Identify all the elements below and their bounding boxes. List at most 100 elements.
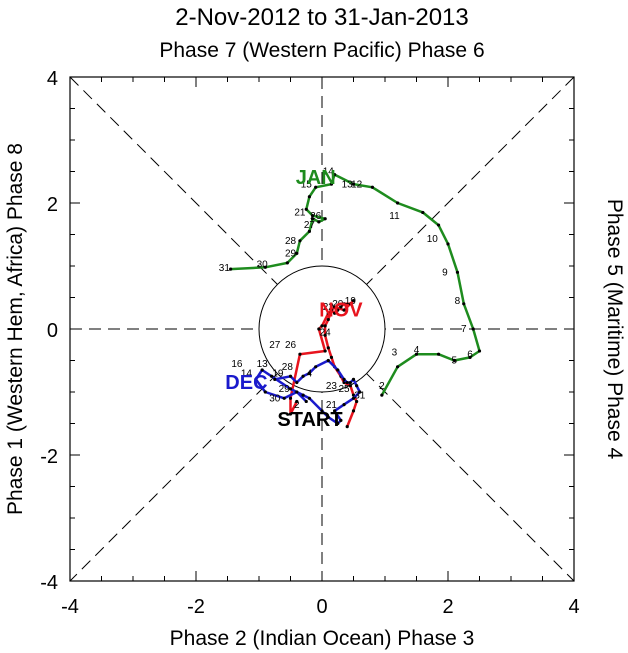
series-group bbox=[229, 173, 482, 429]
day-point-nov bbox=[298, 352, 302, 356]
day-point-jan bbox=[436, 352, 441, 356]
y-tick-label: -2 bbox=[40, 446, 58, 468]
day-point-dec bbox=[326, 415, 330, 419]
day-point-nov bbox=[323, 324, 327, 328]
day-label: 9 bbox=[442, 267, 448, 278]
day-point-nov bbox=[329, 355, 334, 359]
day-label: 14 bbox=[323, 167, 335, 178]
day-label: 4 bbox=[414, 345, 420, 356]
left-phase-label: Phase 1 (Western Hem, Africa) Phase 8 bbox=[4, 143, 27, 515]
day-label: 21 bbox=[326, 400, 338, 411]
day-label: 28 bbox=[285, 236, 297, 247]
day-point-dec bbox=[307, 371, 311, 375]
x-tick-label: 0 bbox=[316, 596, 327, 618]
day-point-jan bbox=[380, 393, 384, 397]
day-point-jan bbox=[263, 265, 267, 269]
day-label: 15 bbox=[301, 179, 313, 190]
day-label: 11 bbox=[389, 211, 400, 222]
day-point-nov bbox=[355, 399, 359, 404]
day-point-jan bbox=[477, 349, 482, 353]
day-point-jan bbox=[285, 261, 289, 265]
day-point-jan bbox=[446, 242, 450, 246]
day-point-jan bbox=[462, 302, 466, 306]
day-point-dec bbox=[314, 365, 318, 369]
day-point-jan bbox=[304, 207, 308, 211]
day-label: 2 bbox=[294, 400, 300, 411]
day-label: 27 bbox=[304, 220, 316, 231]
day-label: 3 bbox=[392, 347, 398, 358]
day-point-jan bbox=[396, 201, 400, 205]
day-point-nov bbox=[317, 327, 321, 331]
day-label: 4 bbox=[307, 368, 313, 379]
day-label: 23 bbox=[326, 381, 338, 392]
day-point-dec bbox=[345, 380, 349, 385]
chart-title: 2-Nov-2012 to 31-Jan-2013 bbox=[175, 4, 469, 31]
x-tick-label: -4 bbox=[61, 596, 79, 618]
day-point-dec bbox=[358, 390, 362, 394]
day-point-dec bbox=[339, 418, 343, 422]
day-point-dec bbox=[288, 387, 293, 391]
day-point-nov bbox=[326, 346, 330, 350]
day-point-nov bbox=[342, 308, 346, 312]
day-point-jan bbox=[329, 182, 334, 186]
day-point-dec bbox=[348, 380, 352, 385]
day-point-dec bbox=[336, 421, 340, 426]
day-label: 16 bbox=[231, 359, 243, 370]
day-point-jan bbox=[298, 239, 302, 243]
day-point-jan bbox=[307, 229, 311, 233]
day-label: 2 bbox=[379, 381, 385, 392]
day-label: 28 bbox=[282, 362, 294, 373]
month-labels: NOV DEC JAN bbox=[225, 167, 363, 394]
day-label: 31 bbox=[219, 263, 231, 274]
day-label: 21 bbox=[294, 208, 306, 219]
day-point-jan bbox=[295, 251, 299, 255]
day-point-jan bbox=[310, 217, 315, 221]
day-label: 26 bbox=[310, 211, 322, 222]
day-point-dec bbox=[336, 368, 340, 372]
x-tick-label: -2 bbox=[187, 596, 205, 618]
day-label: 12 bbox=[351, 179, 363, 190]
day-label: 24 bbox=[320, 327, 332, 338]
day-label: 26 bbox=[285, 340, 297, 351]
day-point-nov bbox=[326, 317, 330, 322]
top-phase-label: Phase 7 (Western Pacific) Phase 6 bbox=[159, 39, 484, 62]
day-point-jan bbox=[229, 267, 233, 271]
y-tick-label: 4 bbox=[47, 68, 58, 90]
day-point-dec bbox=[342, 377, 346, 381]
day-point-nov bbox=[333, 305, 337, 309]
day-label: 31 bbox=[354, 390, 366, 401]
diagonal-line-2 bbox=[69, 76, 575, 582]
day-point-dec bbox=[355, 384, 359, 388]
day-label: 29 bbox=[285, 249, 297, 260]
day-label: 5 bbox=[452, 356, 458, 367]
day-point-jan bbox=[414, 352, 419, 356]
day-point-jan bbox=[317, 220, 321, 224]
day-label: 22 bbox=[323, 302, 335, 313]
day-point-dec bbox=[288, 374, 293, 378]
day-point-nov bbox=[348, 384, 352, 388]
day-point-jan bbox=[436, 223, 441, 227]
day-point-dec bbox=[254, 377, 258, 381]
start-label: START bbox=[277, 409, 342, 431]
day-point-nov bbox=[348, 302, 352, 306]
x-tick-label: 2 bbox=[442, 596, 453, 618]
diagonal-line-1 bbox=[69, 76, 575, 582]
day-point-dec bbox=[304, 399, 308, 404]
day-point-dec bbox=[351, 396, 356, 400]
day-point-dec bbox=[260, 368, 264, 372]
day-point-jan bbox=[351, 182, 356, 186]
day-point-nov bbox=[336, 308, 340, 312]
day-point-nov bbox=[333, 311, 337, 315]
day-point-dec bbox=[342, 403, 346, 407]
day-point-dec bbox=[263, 390, 267, 394]
day-label: 29 bbox=[279, 384, 291, 395]
day-point-nov bbox=[351, 299, 356, 303]
day-point-nov bbox=[342, 302, 346, 306]
day-point-dec bbox=[282, 396, 286, 400]
day-point-dec bbox=[270, 374, 274, 378]
unit-circle bbox=[258, 265, 386, 393]
day-point-dec bbox=[295, 380, 299, 385]
day-point-nov bbox=[320, 324, 324, 328]
day-point-jan bbox=[314, 185, 318, 189]
